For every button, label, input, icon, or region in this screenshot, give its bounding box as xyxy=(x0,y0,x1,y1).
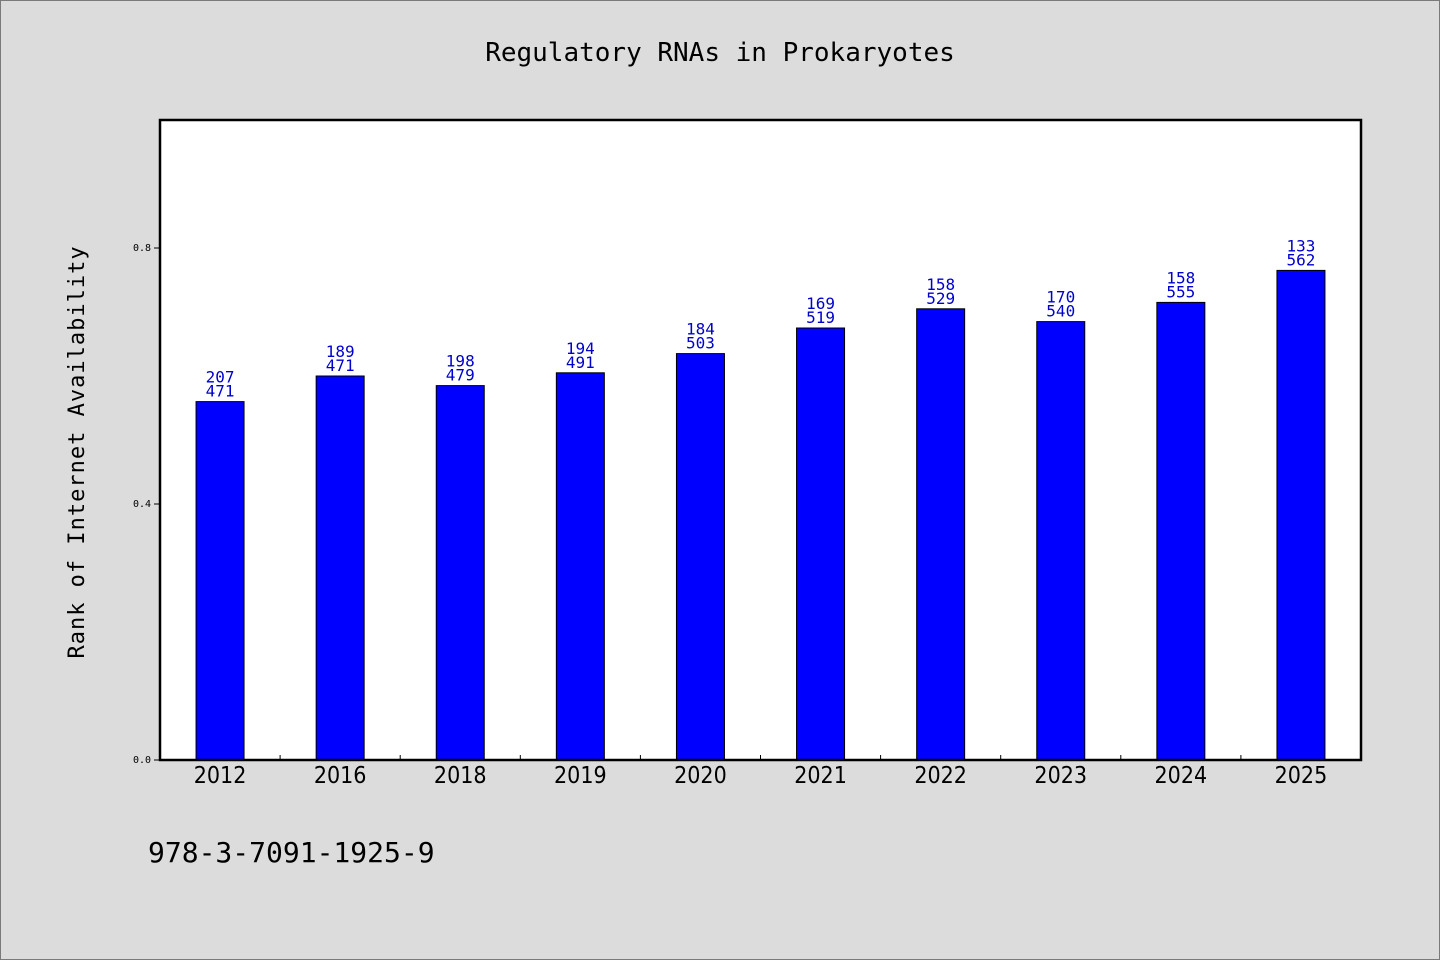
x-tick-label-2022: 2022 xyxy=(914,763,967,789)
bar-2020 xyxy=(675,353,725,761)
chart-title: Regulatory RNAs in Prokaryotes xyxy=(485,38,955,68)
y-tick-label-0.0: 0.0 xyxy=(133,755,151,766)
y-tick-label-0.4: 0.4 xyxy=(133,499,151,510)
x-tick-label-2025: 2025 xyxy=(1275,763,1328,789)
data-label-bottom-2019: 491 xyxy=(566,353,595,372)
data-label-bottom-2020: 503 xyxy=(686,334,715,353)
bar-2016 xyxy=(315,375,365,761)
x-tick-label-2024: 2024 xyxy=(1155,763,1208,789)
y-tick-label-0.8: 0.8 xyxy=(133,243,151,254)
x-tick-label-2021: 2021 xyxy=(794,763,847,789)
bar-2012 xyxy=(195,401,245,761)
bar-2025 xyxy=(1276,269,1326,761)
x-tick-label-2016: 2016 xyxy=(314,763,367,789)
data-label-top-2021: 169 xyxy=(806,294,835,313)
data-label-top-2024: 158 xyxy=(1166,268,1195,287)
data-label-bottom-2016: 471 xyxy=(326,356,355,375)
data-label-top-2016: 189 xyxy=(326,342,355,361)
data-label-top-2012: 207 xyxy=(206,368,235,387)
x-tick-label-2019: 2019 xyxy=(554,763,607,789)
plot-frame xyxy=(158,118,1363,762)
data-label-bottom-2018: 479 xyxy=(446,366,475,385)
bar-2021 xyxy=(796,327,846,761)
data-label-bottom-2023: 540 xyxy=(1046,302,1075,321)
data-label-top-2022: 158 xyxy=(926,275,955,294)
y-axis-label: Rank of Internet Availability xyxy=(65,245,90,658)
data-label-bottom-2012: 471 xyxy=(206,382,235,401)
bar-2023 xyxy=(1036,321,1086,761)
x-tick-label-2023: 2023 xyxy=(1034,763,1087,789)
data-label-bottom-2025: 562 xyxy=(1286,250,1315,269)
isbn-footer: 978-3-7091-1925-9 xyxy=(148,836,435,869)
x-tick-label-2012: 2012 xyxy=(194,763,247,789)
bar-2022 xyxy=(916,308,966,761)
bar-2018 xyxy=(435,385,485,761)
data-label-bottom-2022: 529 xyxy=(926,289,955,308)
bar-2019 xyxy=(555,372,605,761)
data-label-top-2019: 194 xyxy=(566,339,595,358)
bar-2024 xyxy=(1156,301,1206,761)
data-label-bottom-2024: 555 xyxy=(1166,282,1195,301)
data-label-top-2020: 184 xyxy=(686,320,715,339)
x-tick-label-2018: 2018 xyxy=(434,763,487,789)
data-label-bottom-2021: 519 xyxy=(806,308,835,327)
data-label-top-2025: 133 xyxy=(1286,236,1315,255)
data-label-top-2023: 170 xyxy=(1046,288,1075,307)
x-tick-label-2020: 2020 xyxy=(674,763,727,789)
data-label-top-2018: 198 xyxy=(446,352,475,371)
